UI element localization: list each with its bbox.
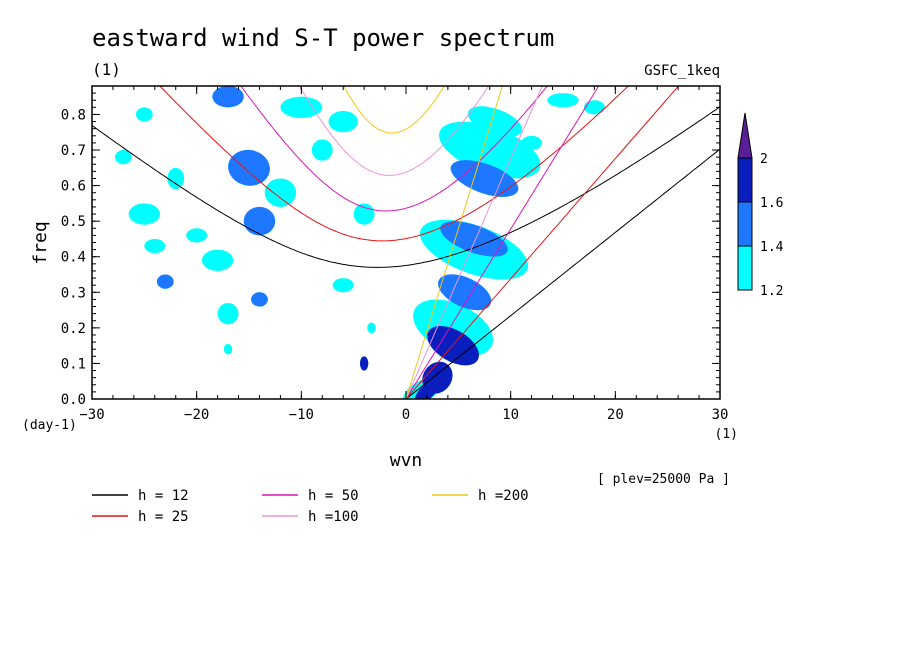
- chart-subtitle-right: GSFC_1keq: [644, 63, 720, 79]
- y-tick-label: 0.7: [61, 143, 86, 159]
- contour-patch: [167, 167, 185, 190]
- colorbar-segment: [737, 157, 753, 203]
- y-tick-label: 0.5: [61, 214, 86, 230]
- contour-patch: [367, 322, 376, 334]
- contour-patch: [422, 361, 453, 394]
- contour-patch: [467, 106, 523, 137]
- x-tick-label: 0: [402, 407, 410, 423]
- inertia-gravity-curve: [298, 86, 490, 176]
- x-axis-label: wvn: [390, 450, 423, 471]
- y-tick-label: 0.0: [61, 392, 86, 408]
- x-tick-label: −10: [289, 407, 314, 423]
- x-tick-label: −20: [184, 407, 209, 423]
- legend-label: h = 12: [138, 488, 189, 504]
- x-tick-label: −30: [79, 407, 104, 423]
- contour-patch: [332, 278, 354, 293]
- colorbar-segment: [737, 245, 753, 291]
- contour-patch: [311, 139, 333, 161]
- colorbar-label: 1.4: [760, 240, 784, 255]
- y-tick-label: 0.3: [61, 285, 86, 301]
- dispersion-curves: [92, 86, 720, 399]
- contour-patch: [438, 274, 492, 311]
- plev-annotation: [ plev=25000 Pa ]: [597, 472, 730, 487]
- x-tick-label: 30: [712, 407, 729, 423]
- contour-layer: [115, 86, 605, 399]
- contour-patch: [217, 302, 239, 325]
- contour-patch: [135, 107, 153, 122]
- contour-patch: [144, 238, 166, 254]
- y-axis-unit: (day-1): [22, 418, 77, 433]
- colorbar-label: 1.6: [760, 196, 783, 211]
- contour-patch: [156, 274, 174, 289]
- legend-label: h = 25: [138, 509, 189, 525]
- x-tick-label: 20: [607, 407, 624, 423]
- x-axis-unit: (1): [715, 427, 738, 442]
- contour-patch: [186, 228, 208, 243]
- legend-label: h =100: [308, 509, 359, 525]
- contour-patch: [583, 100, 605, 115]
- colorbar-label: 1.2: [760, 284, 783, 299]
- colorbar: 1.2 1.4 1.6 2: [737, 112, 784, 299]
- contour-patch: [212, 86, 244, 108]
- contour-patch: [228, 149, 270, 186]
- contour-patch: [201, 249, 234, 271]
- contour-patch: [353, 203, 375, 225]
- colorbar-extend-triangle: [737, 112, 753, 159]
- contour-patch: [459, 345, 475, 360]
- y-tick-label: 0.4: [61, 250, 86, 266]
- legend-label: h = 50: [308, 488, 359, 504]
- x-tick-label: 10: [502, 407, 519, 423]
- colorbar-segment: [737, 201, 753, 247]
- legend: h = 12 h = 25 h = 50 h =100 h =200: [92, 488, 529, 525]
- y-tick-label: 0.8: [61, 107, 86, 123]
- kelvin-curve: [405, 86, 600, 399]
- chart-subtitle-left: (1): [92, 60, 121, 79]
- inertia-gravity-curve: [240, 86, 548, 212]
- contour-patch: [264, 178, 297, 207]
- contour-patch: [359, 356, 369, 371]
- contour-patch: [251, 292, 268, 307]
- y-tick-label: 0.1: [61, 356, 86, 372]
- contour-patch: [547, 93, 579, 108]
- contour-patch: [115, 150, 132, 165]
- contour-patch: [438, 121, 541, 179]
- kelvin-curve: [405, 86, 680, 399]
- contour-patch: [440, 221, 508, 257]
- kelvin-curve: [405, 86, 503, 399]
- plot-frame: [91, 85, 721, 400]
- y-axis-label: freq: [30, 221, 51, 264]
- contour-patch: [223, 343, 233, 355]
- inertia-gravity-curve: [92, 106, 720, 268]
- contour-patch: [280, 96, 323, 119]
- inertia-gravity-curve: [343, 86, 445, 134]
- kelvin-curve: [405, 86, 543, 399]
- contour-patch: [128, 203, 161, 225]
- contour-patch: [450, 160, 519, 197]
- contour-patch: [243, 206, 276, 236]
- contour-patch: [328, 110, 358, 133]
- y-tick-label: 0.6: [61, 179, 86, 195]
- axis-ticks: −30 −20 −10 0 10 20 30 0.0 0.1 0.2 0.3 0.4 0.5 0.6 0.7…: [61, 86, 729, 423]
- chart-title: eastward wind S-T power spectrum: [92, 24, 554, 52]
- contour-patch: [521, 135, 543, 151]
- colorbar-label: 2: [760, 152, 768, 167]
- inertia-gravity-curve: [159, 86, 630, 242]
- y-tick-label: 0.2: [61, 321, 86, 337]
- kelvin-curve: [405, 148, 720, 399]
- legend-label: h =200: [478, 488, 529, 504]
